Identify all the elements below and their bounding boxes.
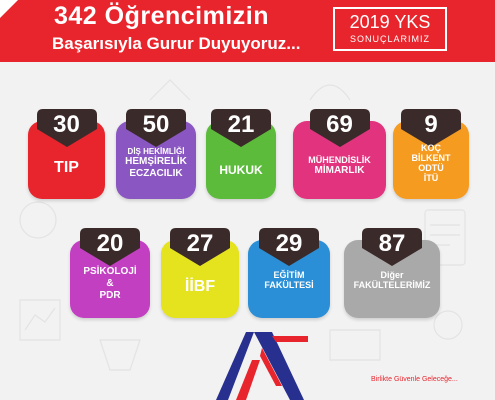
logo-mark: [216, 332, 308, 400]
card-label-line: EĞİTİM: [273, 270, 305, 280]
year-label: 2019 YKS: [349, 12, 431, 32]
card-label-line: Diğer: [380, 270, 404, 280]
card-label-line: PSİKOLOJİ: [83, 266, 137, 277]
card-label-line: HUKUK: [219, 163, 263, 177]
count-value: 69: [326, 111, 353, 138]
count-badge: 29: [259, 228, 319, 266]
result-card: 69 MÜHENDİSLİK MİMARLIK: [293, 109, 386, 199]
count-badge: 50: [126, 109, 186, 147]
page-subtitle: Başarısıyla Gurur Duyuyoruz...: [52, 34, 301, 53]
card-label-line: ECZACILIK: [129, 168, 183, 179]
card-label-line: ODTÜ: [418, 163, 444, 173]
card-label-line: KOÇ: [421, 143, 441, 153]
card-label-line: &: [106, 278, 114, 289]
count-value: 29: [275, 230, 303, 257]
card-label-line: BİLKENT: [411, 153, 451, 163]
card-label: EĞİTİM FAKÜLTESİ: [248, 270, 330, 290]
card-label: KOÇ BİLKENT ODTÜ İTÜ: [393, 143, 469, 183]
count-value: 30: [53, 111, 80, 138]
card-label: TIP: [28, 159, 105, 177]
card-label: PSİKOLOJİ & PDR: [70, 266, 150, 302]
banner-notch: [0, 0, 18, 18]
count-badge: 87: [362, 228, 422, 266]
count-value: 20: [96, 230, 124, 257]
card-label: Diğer FAKÜLTELERİMİZ: [344, 270, 440, 290]
count-badge: 27: [170, 228, 230, 266]
card-label-line: İTÜ: [423, 173, 439, 183]
result-card: 87 Diğer FAKÜLTELERİMİZ: [344, 228, 440, 318]
card-label: HUKUK: [206, 163, 276, 177]
card-label-line: TIP: [54, 159, 79, 176]
header-banner: 342 Öğrencimizin Başarısıyla Gurur Duyuy…: [0, 0, 495, 62]
result-card: 21 HUKUK: [206, 109, 276, 199]
count-value: 21: [227, 111, 255, 138]
card-label: MÜHENDİSLİK MİMARLIK: [293, 155, 386, 177]
result-card: 29 EĞİTİM FAKÜLTESİ: [248, 228, 330, 318]
card-label-line: İİBF: [184, 278, 216, 295]
year-badge: 2019 YKS SONUÇLARIMIZ: [333, 7, 447, 51]
count-badge: 20: [80, 228, 140, 266]
year-sub-label: SONUÇLARIMIZ: [349, 34, 430, 44]
count-badge: 21: [211, 109, 271, 147]
result-card: 30 TIP: [28, 109, 105, 199]
slogan: Birlikte Güvenle Geleceğe...: [371, 376, 458, 383]
result-card: 20 PSİKOLOJİ & PDR: [70, 228, 150, 318]
count-value: 50: [142, 111, 170, 138]
count-value: 9: [424, 111, 438, 138]
background-doodles: [19, 79, 466, 371]
count-value: 87: [378, 230, 406, 257]
count-value: 27: [186, 230, 214, 257]
count-badge: 30: [36, 109, 97, 147]
count-badge: 69: [309, 109, 370, 147]
result-card: 27 İİBF: [161, 228, 239, 318]
card-label-line: PDR: [99, 290, 121, 301]
count-badge: 9: [401, 109, 461, 147]
card-label-line: DİŞ HEKİMLİĞİ: [127, 147, 185, 156]
card-label: DİŞ HEKİMLİĞİ HEMŞİRELİK ECZACILIK: [116, 147, 196, 180]
card-label-line: MİMARLIK: [314, 165, 365, 176]
result-card: 50 DİŞ HEKİMLİĞİ HEMŞİRELİK ECZACILIK: [116, 109, 196, 199]
card-label-line: FAKÜLTELERİMİZ: [353, 280, 431, 290]
card-label-line: MÜHENDİSLİK: [308, 155, 371, 165]
card-label: İİBF: [161, 278, 239, 296]
page-title: 342 Öğrencimizin: [54, 2, 270, 30]
card-label-line: FAKÜLTESİ: [264, 280, 314, 290]
result-card: 9 KOÇ BİLKENT ODTÜ İTÜ: [393, 109, 469, 199]
card-label-line: HEMŞİRELİK: [125, 156, 187, 167]
